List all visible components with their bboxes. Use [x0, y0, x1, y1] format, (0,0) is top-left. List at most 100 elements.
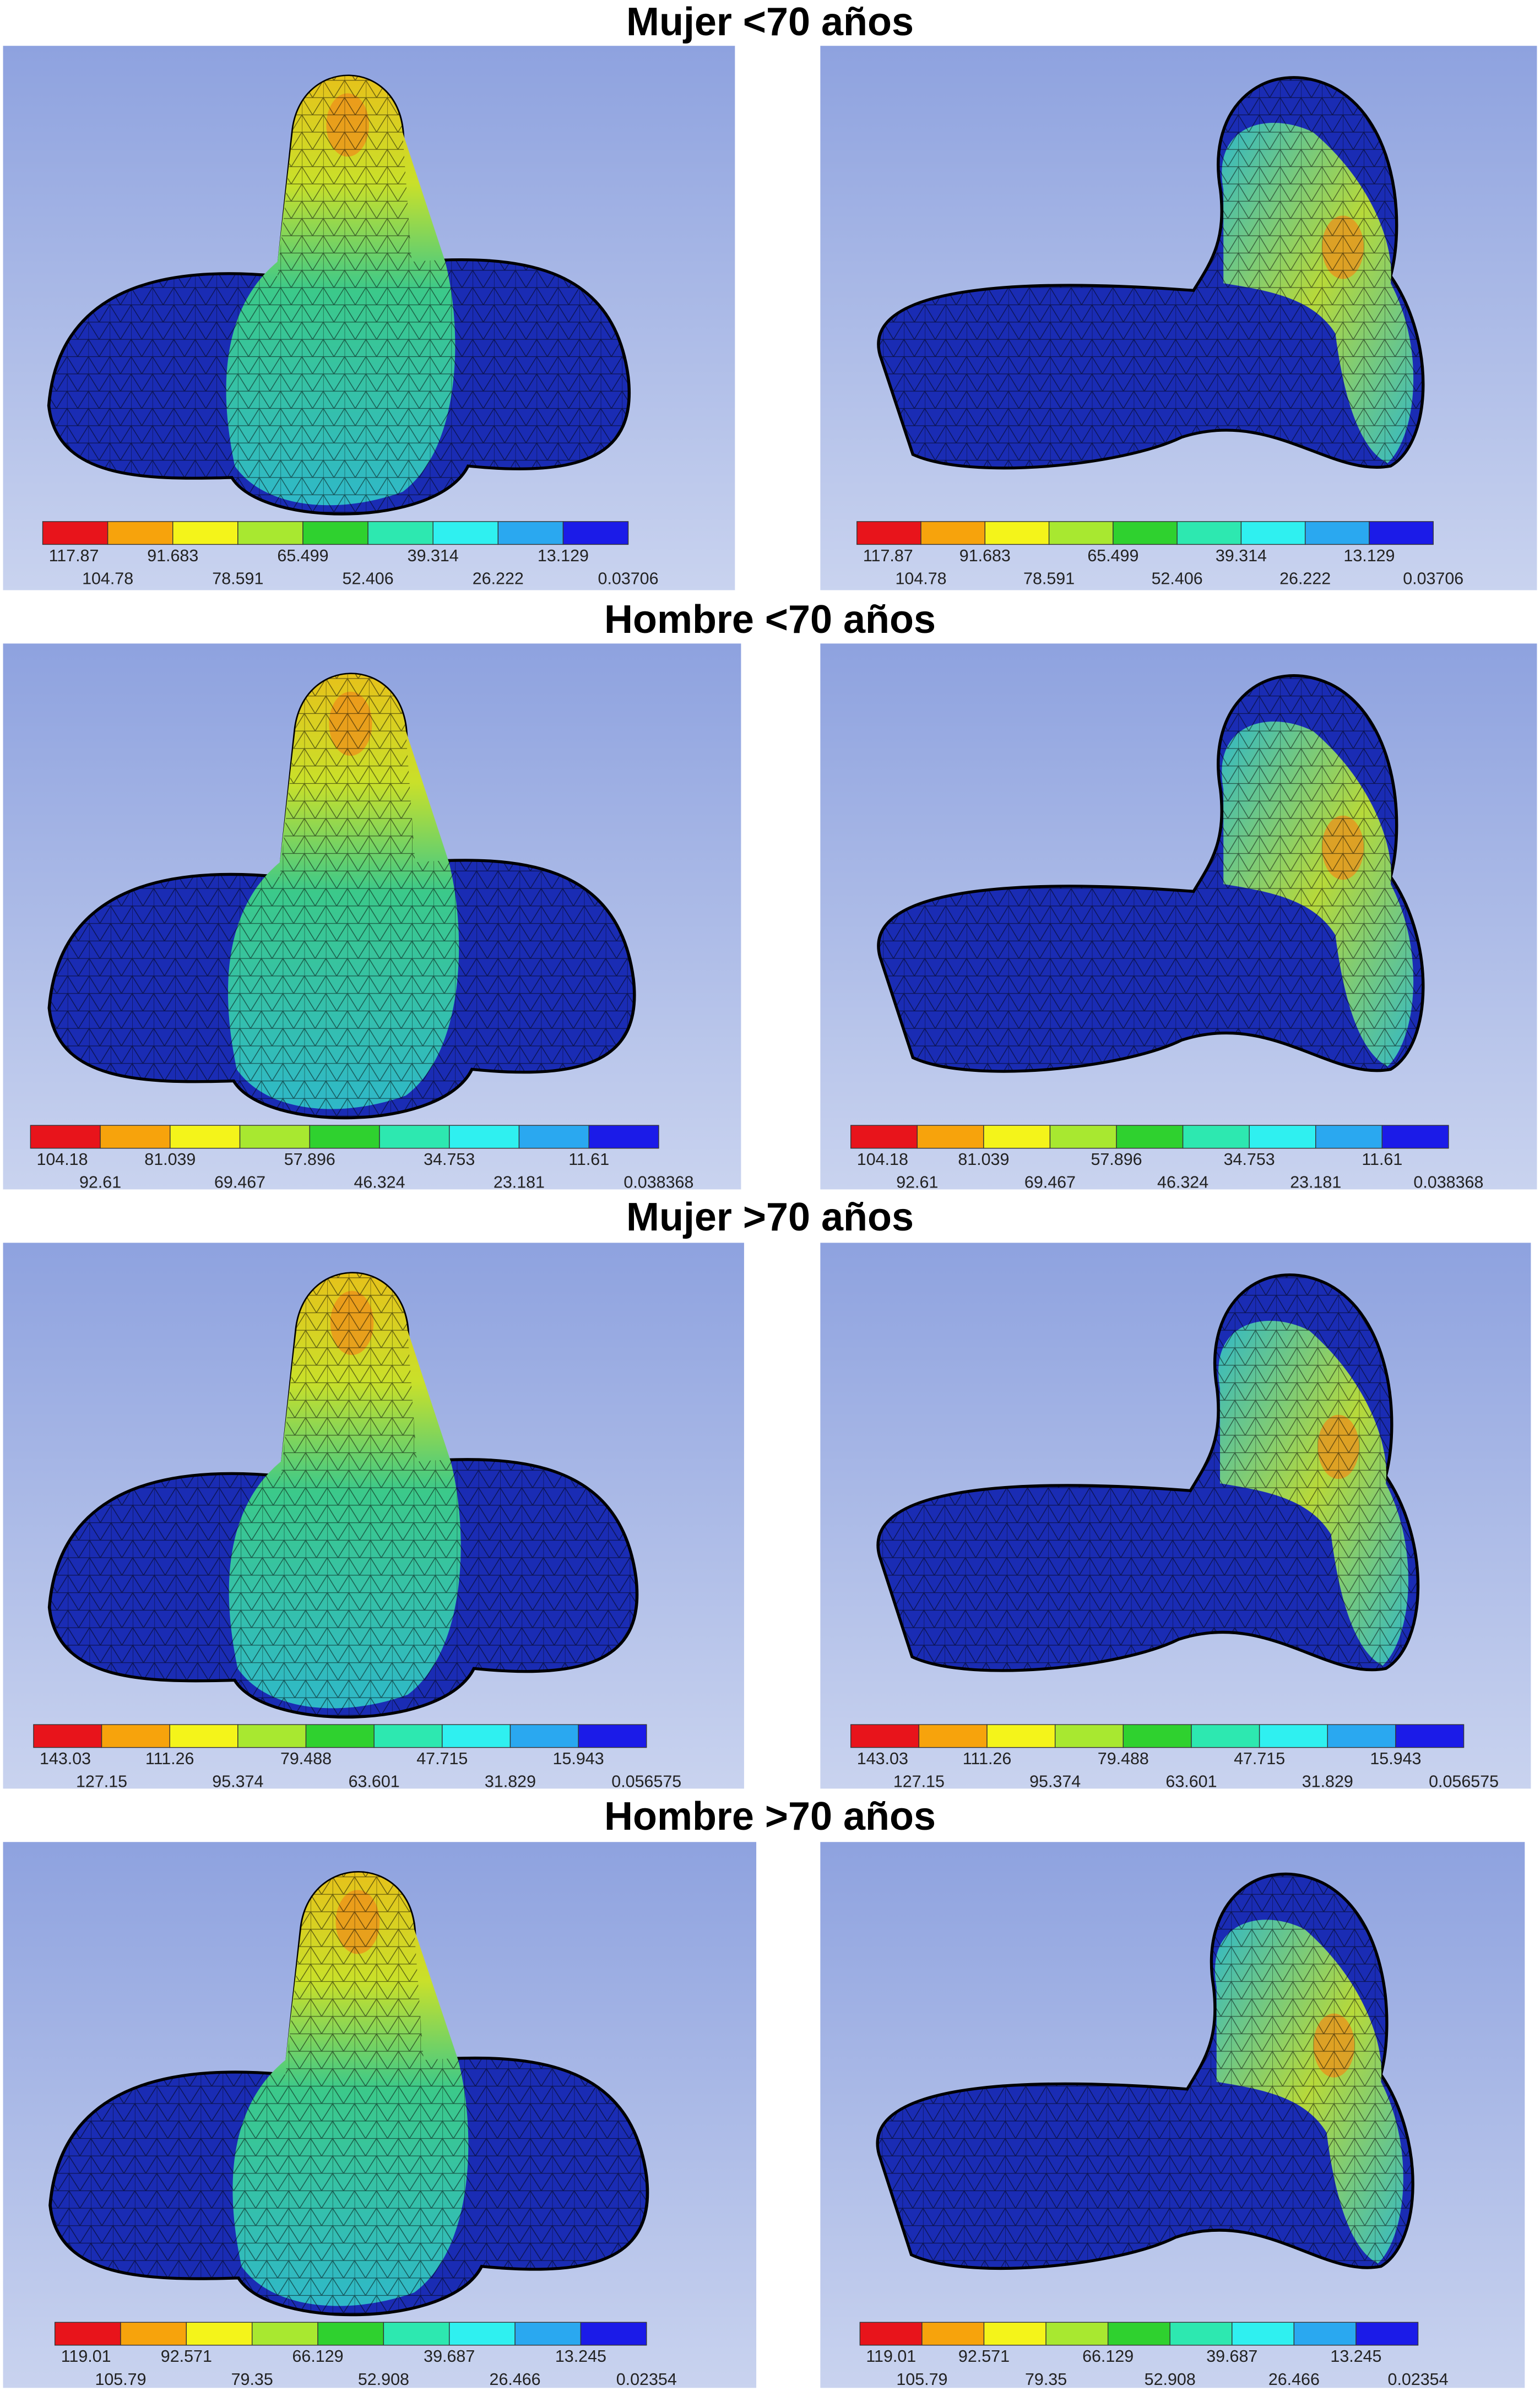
colorbar-label: 11.61 [568, 1150, 609, 1169]
colorbar-segment [518, 1125, 589, 1149]
colorbar-label: 11.61 [1362, 1150, 1402, 1169]
mesh [50, 1872, 648, 2315]
result-panel: 119.01 105.79 92.571 79.35 66.129 52.908 39.68… [820, 1842, 1525, 2389]
mesh [878, 1275, 1418, 1671]
colorbar-label: 143.03 [857, 1749, 908, 1768]
colorbar-label: 65.499 [1087, 546, 1138, 565]
colorbar-segment [588, 1125, 659, 1149]
colorbar-label: 79.35 [231, 2370, 273, 2389]
colorbar-label: 92.61 [896, 1173, 938, 1192]
colorbar-label: 52.406 [343, 569, 394, 588]
colorbar-segment [1232, 2322, 1295, 2346]
mesh [877, 1874, 1413, 2269]
colorbar-segment [1176, 521, 1242, 545]
colorbar-segment [580, 2322, 647, 2346]
colorbar-label: 39.687 [1206, 2347, 1257, 2366]
colorbar-segment [859, 2322, 923, 2346]
colorbar-label: 39.687 [424, 2347, 475, 2366]
colorbar-label: 39.314 [1216, 546, 1267, 565]
colorbar-segment [449, 2322, 516, 2346]
colorbar-segment [983, 2322, 1046, 2346]
colorbar-label: 119.01 [866, 2347, 916, 2366]
colorbar-label: 79.488 [280, 1749, 332, 1768]
colorbar-segment [309, 1125, 380, 1149]
section-title: Mujer >70 años [626, 1195, 914, 1239]
colorbar-label: 0.038368 [1413, 1173, 1483, 1192]
colorbar-segment [30, 1125, 101, 1149]
colorbar-segment [1054, 1724, 1124, 1748]
colorbar-segment [1240, 521, 1306, 545]
colorbar-segment [42, 521, 109, 545]
colorbar-segment [986, 1724, 1056, 1748]
bone-model [48, 1871, 649, 2317]
colorbar-segment [186, 2322, 253, 2346]
colorbar-segment [921, 2322, 985, 2346]
colorbar-segment [1395, 1724, 1465, 1748]
colorbar-label: 15.943 [1370, 1749, 1421, 1768]
section-title: Hombre <70 años [604, 598, 936, 642]
colorbar-label: 79.35 [1025, 2370, 1067, 2389]
colorbar-label: 23.181 [494, 1173, 545, 1192]
colorbar-segment [302, 521, 368, 545]
colorbar-segment [984, 521, 1050, 545]
colorbar-segment [449, 1125, 520, 1149]
bone-model [876, 1273, 1420, 1672]
colorbar-label: 0.03706 [598, 569, 659, 588]
colorbar-segment [1049, 1125, 1117, 1149]
colorbar-segment [578, 1724, 647, 1748]
result-panel: 117.87 104.78 91.683 78.591 65.499 52.406 39.3… [820, 46, 1537, 590]
colorbar-label: 143.03 [40, 1749, 91, 1768]
colorbar-segment [1169, 2322, 1233, 2346]
colorbar-segment [442, 1724, 511, 1748]
colorbar-label: 57.896 [1091, 1150, 1142, 1169]
result-panel: 104.18 92.61 81.039 69.467 57.896 46.324 34.75… [820, 643, 1537, 1192]
section-title: Mujer <70 años [626, 0, 914, 44]
colorbar-label: 104.18 [36, 1150, 88, 1169]
colorbar-segment [514, 2322, 582, 2346]
mesh [49, 674, 635, 1118]
colorbar-segment [850, 1724, 920, 1748]
mesh [878, 77, 1423, 468]
colorbar-segment [252, 2322, 318, 2346]
colorbar-segment [1107, 2322, 1170, 2346]
colorbar-label: 13.245 [555, 2347, 606, 2366]
colorbar-label: 111.26 [963, 1749, 1012, 1768]
colorbar-label: 78.591 [1023, 569, 1075, 588]
colorbar-segment [1259, 1724, 1328, 1748]
colorbar-label: 0.038368 [623, 1173, 693, 1192]
colorbar-label: 117.87 [49, 546, 99, 565]
result-panel: 104.18 92.61 81.039 69.467 57.896 46.324 34.75… [3, 643, 741, 1192]
colorbar-label: 34.753 [424, 1150, 475, 1169]
bone-model [877, 674, 1425, 1073]
colorbar-label: 105.79 [95, 2370, 146, 2389]
colorbar-label: 26.466 [490, 2370, 541, 2389]
colorbar-label: 26.222 [473, 569, 524, 588]
colorbar-label: 0.056575 [1429, 1772, 1499, 1791]
colorbar-segment [1355, 2322, 1419, 2346]
colorbar-segment [497, 521, 564, 545]
colorbar-segment [1191, 1724, 1260, 1748]
colorbar-label: 15.943 [553, 1749, 604, 1768]
colorbar-label: 31.829 [1302, 1772, 1353, 1791]
colorbar-label: 127.15 [893, 1772, 945, 1791]
colorbar-label: 23.181 [1290, 1173, 1341, 1192]
colorbar-label: 111.26 [145, 1749, 194, 1768]
colorbar-label: 13.129 [1343, 546, 1395, 565]
colorbar-label: 69.467 [214, 1173, 265, 1192]
colorbar-segment [237, 1724, 307, 1748]
colorbar-segment [1327, 1724, 1396, 1748]
colorbar-segment [920, 521, 986, 545]
result-panel: 117.87 104.78 91.683 78.591 65.499 52.406 39.3… [3, 46, 735, 590]
colorbar-label: 66.129 [1082, 2347, 1134, 2366]
colorbar-segment [317, 2322, 384, 2346]
colorbar-segment [1293, 2322, 1357, 2346]
colorbar-label: 39.314 [408, 546, 459, 565]
colorbar-label: 31.829 [485, 1772, 536, 1791]
colorbar-label: 0.02354 [616, 2370, 677, 2389]
bone-model [47, 1272, 639, 1719]
bone-model [47, 74, 631, 516]
colorbar-label: 81.039 [144, 1150, 196, 1169]
result-panel: 119.01 105.79 92.571 79.35 66.129 52.908 39.68… [3, 1842, 757, 2389]
colorbar-label: 78.591 [212, 569, 263, 588]
